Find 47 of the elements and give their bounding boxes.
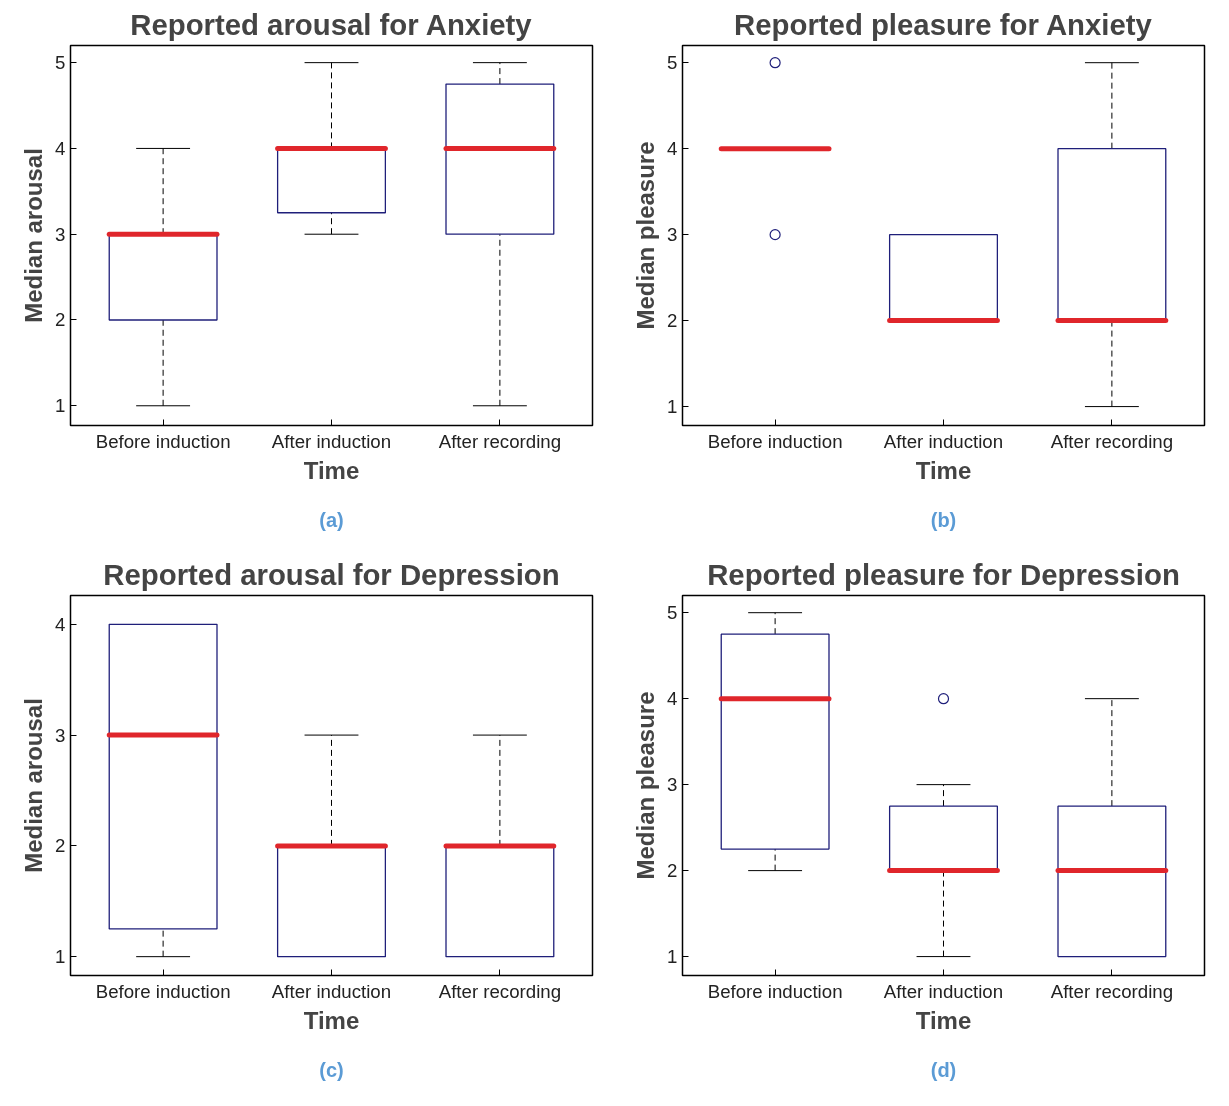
y-tick-label: 1	[55, 946, 66, 968]
text: (a)	[319, 508, 344, 531]
y-tick-label: 3	[667, 774, 678, 796]
y-axis-title: Median pleasure	[632, 691, 660, 880]
x-tick-label: After recording	[1050, 980, 1174, 1002]
x-tick-label: After recording	[1050, 430, 1174, 452]
y-tick-label: 3	[667, 224, 678, 246]
y-tick-label: 3	[55, 724, 66, 746]
x-tick-label: After induction	[271, 430, 392, 452]
y-tick-label: 1	[667, 946, 678, 968]
x-axis-title: Time	[303, 456, 360, 484]
x-tick-label: Before induction	[707, 430, 843, 452]
x-tick-label: After recording	[438, 980, 562, 1002]
y-tick-label: 5	[55, 52, 66, 74]
y-tick-label: 4	[55, 137, 66, 159]
text: (b)	[930, 508, 957, 531]
y-tick-label: 4	[667, 138, 678, 160]
x-tick-label: After recording	[438, 430, 562, 452]
x-axis-title: Time	[915, 456, 972, 484]
y-tick-label: 5	[667, 52, 678, 74]
text: (c)	[319, 1058, 344, 1081]
y-axis-title: Median arousal	[20, 698, 48, 873]
x-tick-label: After induction	[271, 980, 392, 1002]
chart-title: Reported arousal for Depression	[103, 557, 560, 591]
y-tick-label: 5	[667, 602, 678, 624]
y-axis-title: Median pleasure	[632, 141, 660, 330]
y-axis-title: Median arousal	[20, 148, 48, 323]
chart-title: Reported pleasure for Depression	[707, 557, 1180, 591]
chart-title: Reported arousal for Anxiety	[130, 7, 533, 41]
y-tick-label: 1	[667, 396, 678, 418]
y-tick-label: 3	[55, 223, 66, 245]
y-tick-label: 2	[667, 310, 678, 332]
y-tick-label: 4	[667, 688, 678, 710]
y-tick-label: 2	[55, 835, 66, 857]
x-axis-title: Time	[303, 1006, 360, 1034]
y-tick-label: 2	[667, 860, 678, 882]
x-tick-label: Before induction	[95, 980, 231, 1002]
chart-title: Reported pleasure for Anxiety	[734, 7, 1153, 41]
x-axis-title: Time	[915, 1006, 972, 1034]
x-tick-label: After induction	[883, 980, 1004, 1002]
x-tick-label: After induction	[883, 430, 1004, 452]
x-tick-label: Before induction	[707, 980, 843, 1002]
y-tick-label: 2	[55, 309, 66, 331]
y-tick-label: 1	[55, 395, 66, 417]
x-tick-label: Before induction	[95, 430, 231, 452]
text: (d)	[930, 1058, 957, 1081]
y-tick-label: 4	[55, 613, 66, 635]
